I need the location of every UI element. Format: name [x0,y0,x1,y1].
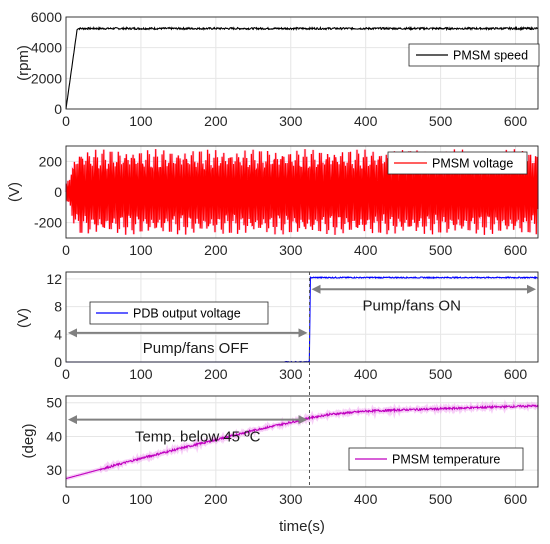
xtick-label: 300 [279,242,303,258]
legend-text-pdb: PDB output voltage [133,307,241,321]
legend-box-speed [408,43,540,67]
annotation-text: Pump/fans ON [363,297,461,314]
ylabel-speed: (rpm) [15,45,32,81]
ytick-label: 8 [54,299,62,315]
ytick-label: -200 [34,215,62,231]
ytick-label: 0 [54,184,62,200]
ytick-label: 0 [54,101,62,117]
ylabel-pdb: (V) [15,308,32,328]
xtick-label: 600 [504,242,528,258]
xtick-label: 200 [204,113,228,129]
legend-speed: PMSM speed [408,43,540,67]
arrow-head-left [68,328,77,338]
ytick-label: 2000 [31,70,62,86]
ylabel-voltage: (V) [6,182,23,202]
legend-text-speed: PMSM speed [453,49,528,63]
legend-voltage: PMSM voltage [387,151,528,175]
xtick-label: 600 [504,491,528,507]
xtick-label: 600 [504,366,528,382]
legend-text-temp: PMSM temperature [392,453,500,467]
ytick-label: 6000 [31,9,62,25]
xtick-label: 100 [129,113,153,129]
yticks-voltage: -200 0 200 [34,153,62,230]
xtick-label: 200 [204,491,228,507]
series-line [65,25,538,110]
xtick-label: 500 [429,113,453,129]
frame-pdb [65,271,539,363]
xtick-label: 500 [429,491,453,507]
legend-pdb: PDB output voltage [89,301,269,325]
annotations-pdb: Pump/fans OFF Pump/fans ON [68,284,536,357]
ytick-label: 30 [46,462,62,478]
xtick-label: 600 [504,113,528,129]
frame-voltage [65,145,539,239]
xtick-label: 0 [62,366,70,382]
legend-box-voltage [387,151,528,175]
frame-temp [65,395,539,488]
ylabel-temp: (deg) [20,423,37,458]
xtick-label: 300 [279,491,303,507]
panel-temp: (deg) 30 40 50 0 100 200 300 400 500 600 PMSM te… [20,395,540,535]
xtick-label: 500 [429,366,453,382]
ytick-label: 4 [54,326,62,342]
arrow-head-left [68,415,77,425]
yticks-speed: 0 2000 4000 6000 [31,9,62,117]
arrow-head-right [298,328,308,338]
xtick-label: 100 [129,491,153,507]
xtick-label: 100 [129,366,153,382]
xticks-voltage: 0 100 200 300 400 500 600 [62,242,527,258]
xtick-label: 0 [62,491,70,507]
ytick-label: 40 [46,428,62,444]
ytick-label: 0 [54,354,62,370]
xtick-label: 0 [62,242,70,258]
xticks-speed: 0 100 200 300 400 500 600 [62,113,527,129]
xticks-pdb: 0 100 200 300 400 500 600 [62,366,527,382]
legend-text-voltage: PMSM voltage [432,157,513,171]
xtick-label: 200 [204,366,228,382]
arrow-head-right [527,284,536,294]
xtick-label: 400 [354,242,378,258]
xtick-label: 100 [129,242,153,258]
xtick-label: 400 [354,366,378,382]
xtick-label: 0 [62,113,70,129]
xlabel-time: time(s) [279,518,325,535]
panel-pdb: (V) 0 4 8 12 0 100 200 300 400 500 600 PDB output… [15,271,539,382]
plot-speed [65,25,538,110]
xtick-label: 400 [354,491,378,507]
legend-box-temp [348,447,524,471]
xticks-temp: 0 100 200 300 400 500 600 [62,491,527,507]
annotation-text: Pump/fans OFF [143,340,249,357]
yticks-pdb: 0 4 8 12 [46,271,62,370]
yticks-temp: 30 40 50 [46,395,62,478]
xtick-label: 200 [204,242,228,258]
xtick-label: 300 [279,113,303,129]
annotations-temp: Temp. below 45 ºC [68,415,308,446]
ytick-label: 50 [46,395,62,411]
legend-temp: PMSM temperature [348,447,524,471]
arrow-head-left [311,284,321,294]
legend-box-pdb [89,301,269,325]
ytick-label: 4000 [31,40,62,56]
xtick-label: 500 [429,242,453,258]
arrow-head-right [298,415,308,425]
ytick-label: 12 [46,271,62,287]
ytick-label: 200 [39,153,63,169]
annotation-text: Temp. below 45 ºC [135,429,261,446]
xtick-label: 400 [354,113,378,129]
xtick-label: 300 [279,366,303,382]
